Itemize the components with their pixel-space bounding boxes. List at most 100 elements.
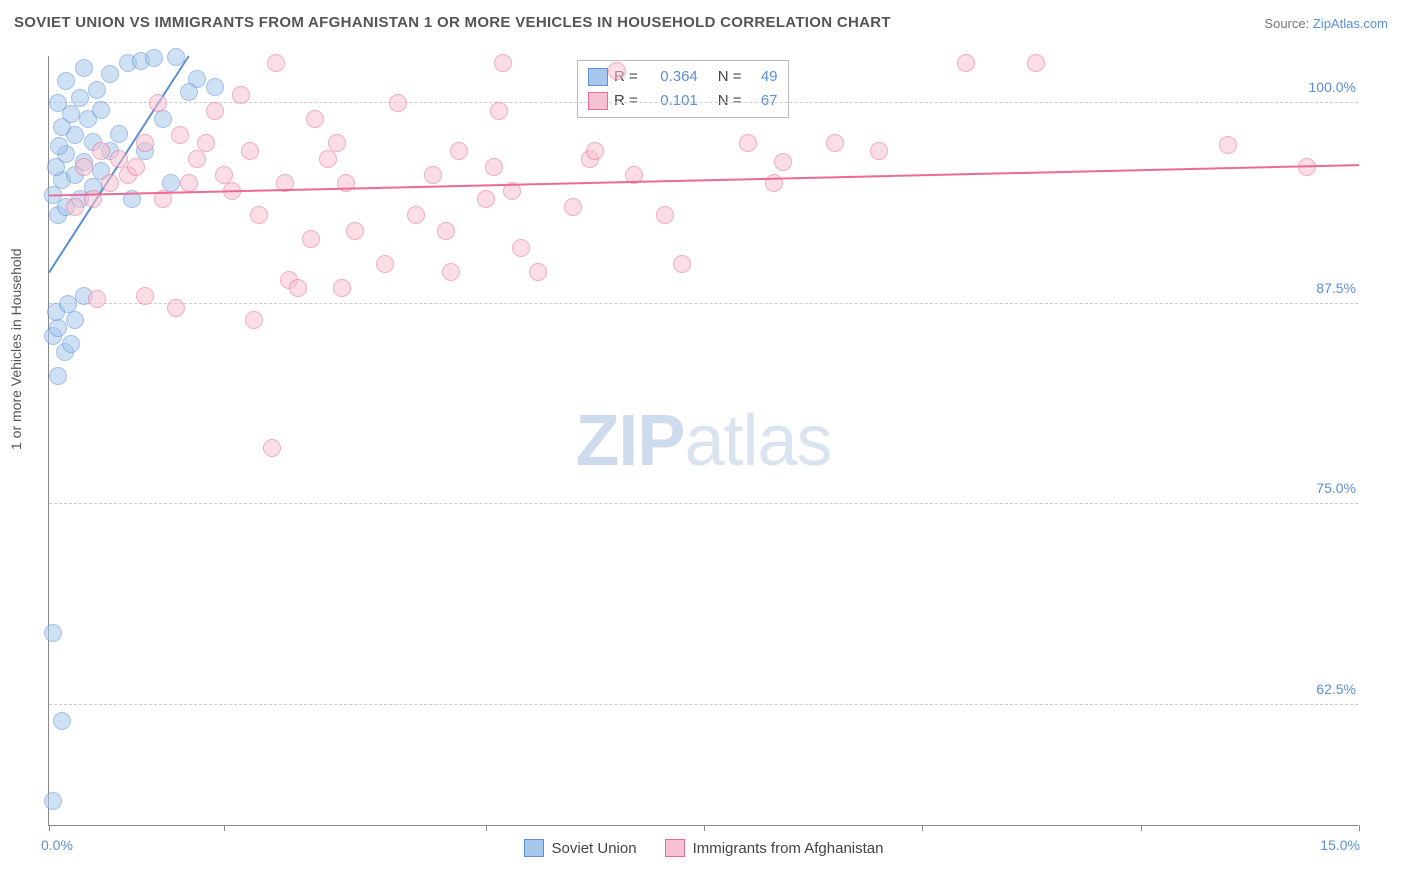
- scatter-point: [206, 78, 224, 96]
- trend-line: [49, 56, 1359, 826]
- scatter-point: [171, 126, 189, 144]
- scatter-point: [167, 299, 185, 317]
- scatter-point: [75, 158, 93, 176]
- scatter-point: [49, 319, 67, 337]
- gridline: [49, 503, 1358, 504]
- legend-swatch: [588, 92, 608, 110]
- scatter-point: [376, 255, 394, 273]
- scatter-point: [110, 125, 128, 143]
- scatter-point: [197, 134, 215, 152]
- bottom-legend-item: Immigrants from Afghanistan: [665, 839, 884, 857]
- scatter-point: [145, 49, 163, 67]
- scatter-point: [673, 255, 691, 273]
- scatter-point: [88, 290, 106, 308]
- scatter-point: [57, 72, 75, 90]
- scatter-point: [306, 110, 324, 128]
- scatter-point: [319, 150, 337, 168]
- scatter-point: [333, 279, 351, 297]
- scatter-point: [206, 102, 224, 120]
- scatter-point: [223, 182, 241, 200]
- scatter-point: [101, 65, 119, 83]
- scatter-point: [586, 142, 604, 160]
- scatter-point: [302, 230, 320, 248]
- scatter-point: [127, 158, 145, 176]
- x-tick: [224, 825, 225, 831]
- scatter-point: [424, 166, 442, 184]
- y-tick-label: 100.0%: [1305, 79, 1360, 95]
- scatter-point: [512, 239, 530, 257]
- scatter-point: [1219, 136, 1237, 154]
- scatter-point: [1027, 54, 1045, 72]
- scatter-point: [477, 190, 495, 208]
- scatter-point: [494, 54, 512, 72]
- watermark: ZIPatlas: [575, 400, 831, 482]
- scatter-point: [71, 89, 89, 107]
- scatter-point: [50, 137, 68, 155]
- source-attribution: Source: ZipAtlas.com: [1264, 16, 1388, 31]
- x-tick: [704, 825, 705, 831]
- scatter-point: [154, 110, 172, 128]
- scatter-point: [826, 134, 844, 152]
- scatter-point: [245, 311, 263, 329]
- scatter-point: [250, 206, 268, 224]
- gridline: [49, 303, 1358, 304]
- x-tick: [486, 825, 487, 831]
- y-axis-label: 1 or more Vehicles in Household: [8, 248, 24, 450]
- x-tick: [1359, 825, 1360, 831]
- scatter-point: [110, 150, 128, 168]
- x-tick: [49, 825, 50, 831]
- scatter-point: [267, 54, 285, 72]
- source-link[interactable]: ZipAtlas.com: [1313, 16, 1388, 31]
- scatter-point: [328, 134, 346, 152]
- x-tick-label: 0.0%: [41, 837, 73, 853]
- scatter-point: [442, 263, 460, 281]
- scatter-point: [101, 174, 119, 192]
- x-tick: [922, 825, 923, 831]
- scatter-point: [53, 712, 71, 730]
- x-tick-label: 15.0%: [1320, 837, 1360, 853]
- y-tick-label: 62.5%: [1312, 681, 1360, 697]
- scatter-point: [407, 206, 425, 224]
- scatter-point: [167, 48, 185, 66]
- scatter-point: [564, 198, 582, 216]
- scatter-point: [389, 94, 407, 112]
- scatter-point: [92, 101, 110, 119]
- gridline: [49, 704, 1358, 705]
- scatter-point: [92, 142, 110, 160]
- scatter-point: [75, 59, 93, 77]
- scatter-point: [49, 94, 67, 112]
- scatter-point: [503, 182, 521, 200]
- scatter-point: [88, 81, 106, 99]
- scatter-point: [49, 367, 67, 385]
- scatter-point: [765, 174, 783, 192]
- scatter-point: [149, 94, 167, 112]
- scatter-point: [276, 174, 294, 192]
- scatter-point: [44, 624, 62, 642]
- legend-swatch: [665, 839, 685, 857]
- scatter-point: [870, 142, 888, 160]
- scatter-point: [123, 190, 141, 208]
- scatter-point: [84, 190, 102, 208]
- scatter-point: [62, 335, 80, 353]
- scatter-point: [180, 83, 198, 101]
- trend-line: [49, 56, 1359, 826]
- scatter-plot-area: ZIPatlas R =0.364N =49R =0.101N =67 Sovi…: [48, 56, 1358, 826]
- scatter-point: [263, 439, 281, 457]
- legend-stats-row: R =0.101N =67: [588, 89, 778, 113]
- scatter-point: [136, 134, 154, 152]
- scatter-point: [608, 62, 626, 80]
- scatter-point: [774, 153, 792, 171]
- scatter-point: [485, 158, 503, 176]
- scatter-point: [625, 166, 643, 184]
- legend-swatch: [524, 839, 544, 857]
- scatter-point: [529, 263, 547, 281]
- legend-swatch: [588, 68, 608, 86]
- scatter-point: [154, 190, 172, 208]
- scatter-point: [450, 142, 468, 160]
- y-tick-label: 87.5%: [1312, 280, 1360, 296]
- bottom-legend: Soviet UnionImmigrants from Afghanistan: [524, 839, 884, 857]
- scatter-point: [739, 134, 757, 152]
- scatter-point: [346, 222, 364, 240]
- scatter-point: [66, 198, 84, 216]
- scatter-point: [241, 142, 259, 160]
